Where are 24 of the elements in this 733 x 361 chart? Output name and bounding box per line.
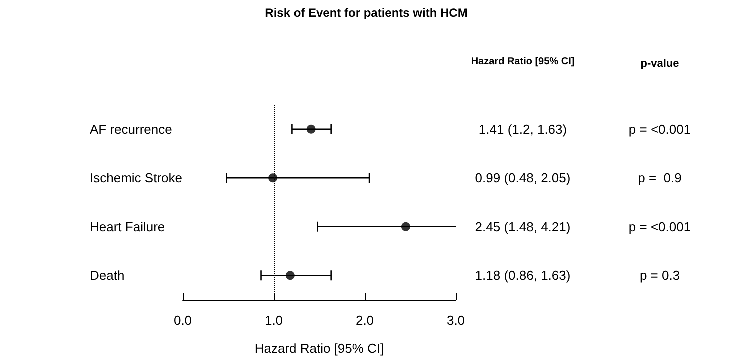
data-label: 1.41 (1.2, 1.63) (478, 122, 568, 137)
x-tick-label: 2.0 (356, 313, 374, 328)
y-tick-label: Death (90, 268, 125, 284)
y-tick-label: Heart Failure (90, 219, 166, 234)
data-label: 2.45 (1.48, 4.21) (475, 219, 571, 234)
point (306, 124, 316, 134)
text: Hazard Ratio [95% CI] (471, 56, 575, 68)
y-tick-label: Ischemic Stroke (90, 170, 182, 186)
y-tick-label: AF recurrence (90, 122, 172, 137)
point (401, 222, 410, 232)
text: p = <0.001 (628, 219, 692, 234)
text: p = 0.9 (638, 170, 682, 186)
x-tick-label: 0.0 (174, 313, 192, 328)
text: p-value (640, 58, 680, 70)
x-axis-title: Hazard Ratio [95% CI] (254, 341, 384, 356)
data-label: 0.99 (0.48, 2.05) (475, 170, 571, 186)
text: p = <0.001 (628, 122, 692, 137)
point (286, 271, 295, 280)
text: p = 0.3 (640, 268, 680, 284)
point (268, 174, 278, 183)
chart-title: Risk of Event for patients with HCM (265, 6, 468, 20)
data-label: 1.18 (0.86, 1.63) (475, 268, 571, 284)
x-tick-label: 3.0 (446, 313, 466, 328)
x-tick-label: 1.0 (264, 313, 284, 328)
